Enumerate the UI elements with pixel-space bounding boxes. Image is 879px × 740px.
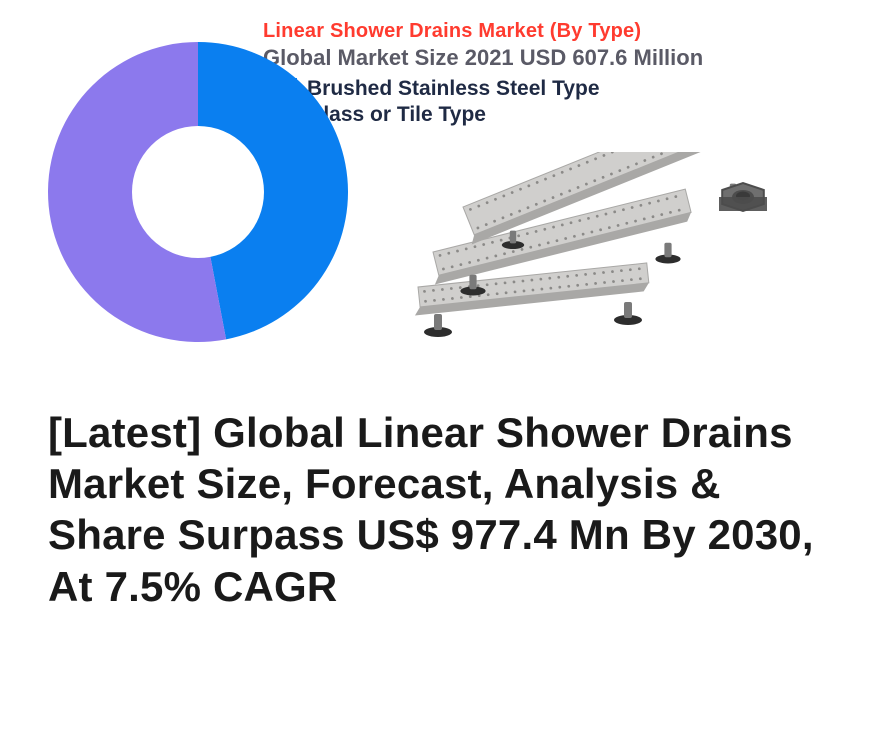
product-illustration [378,152,798,372]
chart-title: Linear Shower Drains Market (By Type) [263,20,863,43]
legend-item: Brushed Stainless Steel Type [263,77,863,101]
donut-hole [132,126,264,258]
legend-item: Glass or Tile Type [263,103,863,127]
legend-label: Brushed Stainless Steel Type [307,77,600,101]
donut-chart [48,42,348,342]
article-headline: [Latest] Global Linear Shower Drains Mar… [48,407,831,612]
